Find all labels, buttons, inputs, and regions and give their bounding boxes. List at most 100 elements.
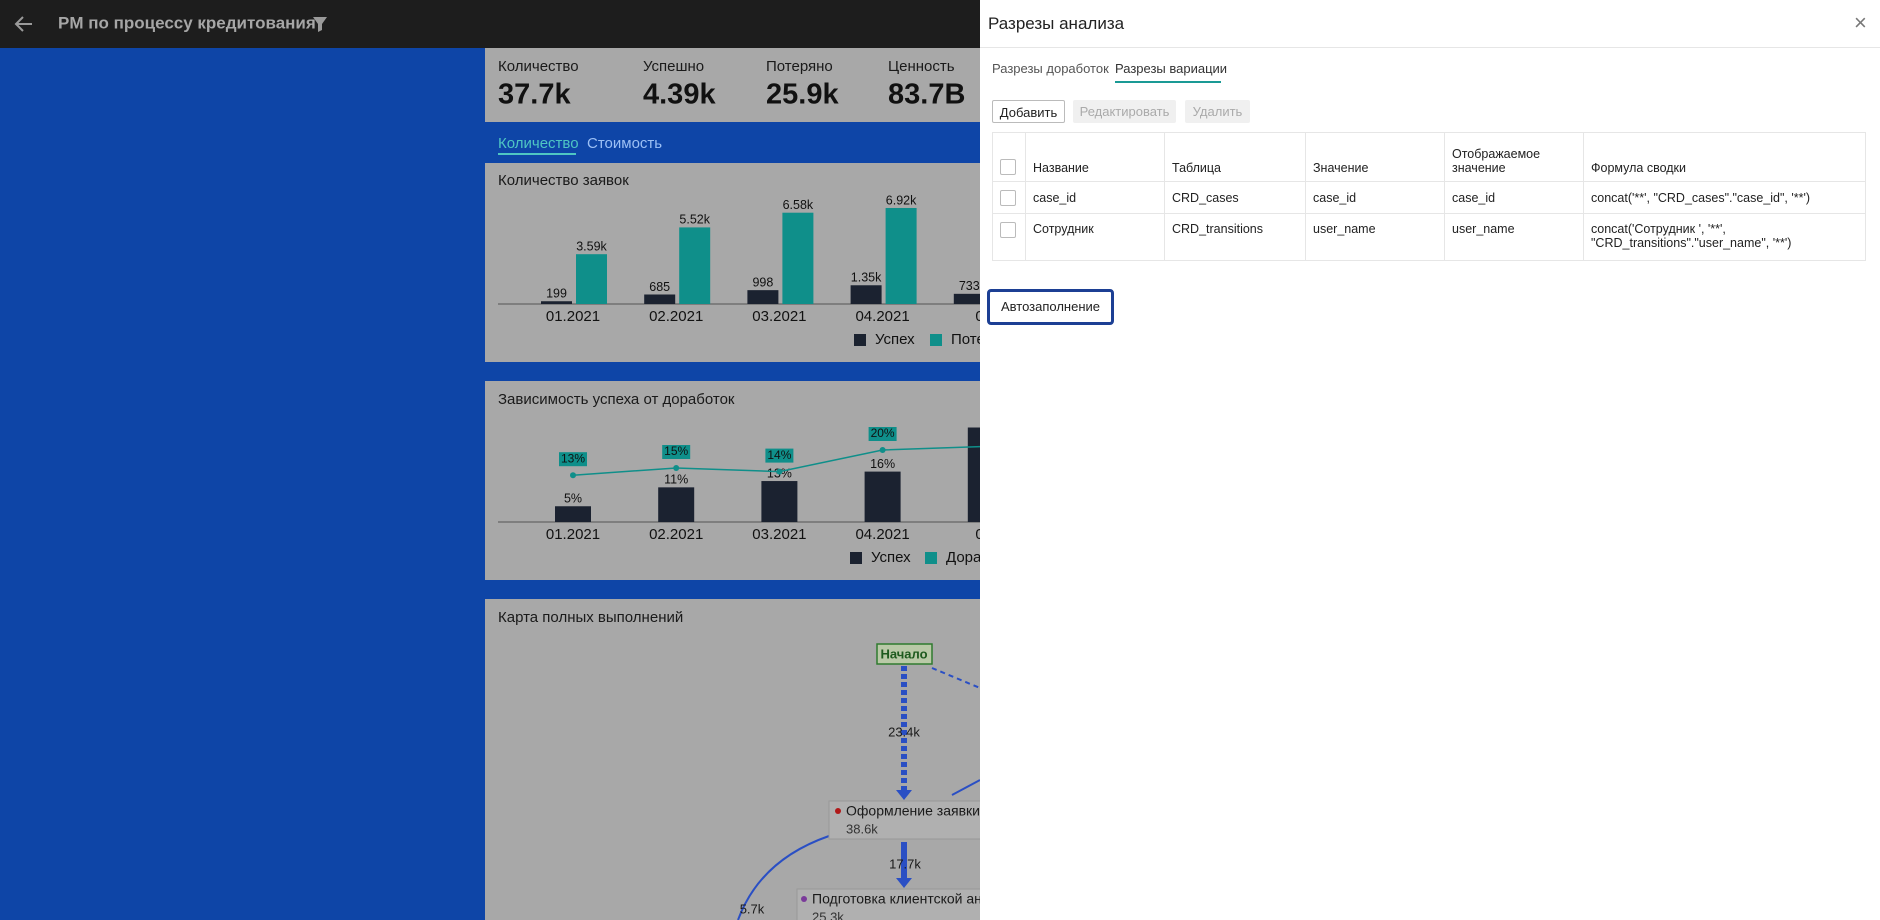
point [570,472,576,479]
tab-active[interactable]: Разрезы вариации [1115,61,1228,76]
cell: user_name [1305,213,1445,261]
x-tick-label: 05. [975,308,980,325]
bar [555,506,591,522]
cell: CRD_cases [1164,181,1306,214]
bar [679,227,711,304]
label-box [868,427,897,441]
header-cell: Название [1025,132,1165,182]
autofill-button[interactable]: Автозаполнение [987,289,1114,325]
x-tick-label: 04.2021 [855,526,909,543]
edit-button[interactable]: Редактировать [1073,100,1176,123]
bar [864,471,901,522]
value-label: 16% [870,457,895,471]
value-label: 6.92k [886,193,917,207]
cell: case_id [1444,181,1584,214]
filter-button[interactable] [313,17,327,32]
kpi-label: Ценность [888,58,955,75]
header-cell: Отображаемое значение [1444,132,1584,182]
value-label: 3.59k [576,239,607,253]
label-box [662,445,691,459]
bar [782,212,814,304]
bar [541,301,572,304]
value-label: 5% [564,492,582,506]
bar [644,294,676,304]
app-title: PM по процессу кредитования [58,13,316,32]
legend-label: Доработки [946,549,980,566]
value-label: 15% [664,444,688,458]
bar [761,481,798,522]
edge-label: 5.7k [740,901,765,916]
tab[interactable]: Стоимость [587,135,662,152]
arrow [896,878,912,888]
legend-swatch [930,334,942,346]
kpi-label: Количество [498,58,579,75]
x-tick-label: 02.2021 [649,308,703,325]
row[interactable]: case_id CRD_cases case_id case_id concat… [992,181,1866,214]
bar [967,427,980,522]
bar [747,290,779,304]
value-label: 6.58k [783,198,814,212]
kpi-value: 83.7B [888,79,965,111]
kpi-value: 25.9k [766,79,839,111]
delete-button[interactable]: Удалить [1185,100,1250,123]
x-tick-label: 02.2021 [649,526,703,543]
bar [885,207,917,304]
arrow [896,790,912,800]
value-label: 733 [959,279,980,293]
x-tick-label: 04.2021 [855,308,909,325]
checkbox[interactable] [1000,222,1016,238]
bar [658,487,695,522]
legend-label: Успех [875,331,915,348]
legend-swatch [854,334,866,346]
x-tick-label: 01.2021 [546,308,600,325]
cell: case_id [1305,181,1445,214]
slices-table: Название Таблица Значение Отображаемое з… [992,132,1866,261]
header-cell [992,132,1026,182]
checkbox[interactable] [1000,159,1016,175]
activity-node[interactable] [796,888,980,920]
start-node[interactable] [876,643,933,665]
cell: concat('**', "CRD_cases"."case_id", '**'… [1583,181,1866,214]
cell [992,213,1026,261]
value-label: 13% [561,451,585,465]
panel-title: Разрезы анализа [988,14,1125,33]
activity-node[interactable] [828,800,980,840]
edge [737,835,830,920]
x-tick-label: 01.2021 [546,526,600,543]
legend-swatch [925,552,937,564]
dashboard: PM по процессу кредитования Количество С… [0,0,980,920]
node-label: Подготовка клиентской анкеты [812,891,980,907]
kpi-value: 37.7k [498,79,571,111]
row[interactable]: Сотрудник CRD_transitions user_name user… [992,213,1866,261]
edge-label: 23.4k [888,724,920,739]
add-button[interactable]: Добавить [992,100,1065,123]
kpi-card [485,48,980,122]
label-box [765,448,794,463]
point [879,447,886,453]
value-label: 20% [871,426,895,440]
header-cell: Таблица [1164,132,1306,182]
legend-label: Успех [871,549,911,566]
back-button[interactable] [14,16,32,32]
cell: case_id [1025,181,1165,214]
checkbox[interactable] [1000,189,1016,206]
point [673,465,680,471]
edge [951,779,980,796]
bar [850,285,882,304]
cell: user_name [1444,213,1584,261]
label-box [559,452,587,467]
close-button[interactable]: × [1854,10,1867,35]
bar [953,293,980,304]
node-marker [835,808,841,814]
x-tick-label: 03.2021 [752,308,806,325]
tab[interactable]: Разрезы доработок [992,61,1109,76]
cell: Сотрудник [1025,213,1165,261]
node-count: 38.6k [846,821,878,836]
tab[interactable]: Количество [498,135,579,152]
value-label: 14% [767,448,791,462]
x-tick-label: 03.2021 [752,526,806,543]
kpi-label: Успешно [643,58,704,75]
bar [576,254,607,304]
legend-swatch [850,552,862,564]
